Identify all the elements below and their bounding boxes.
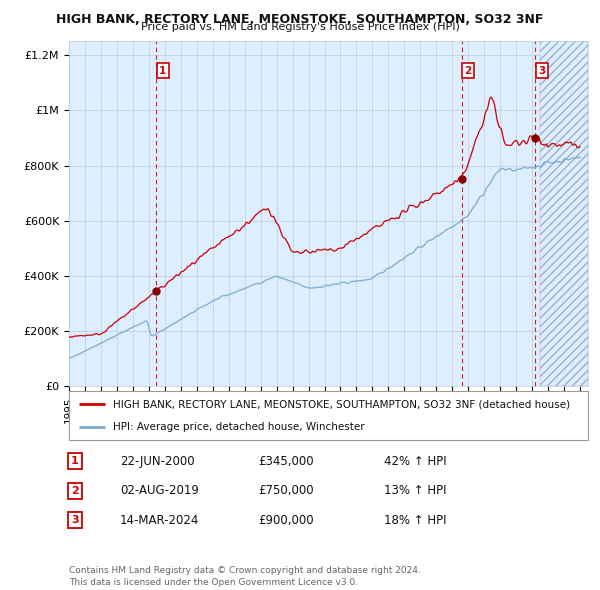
Text: 1: 1 xyxy=(159,65,166,76)
Text: Contains HM Land Registry data © Crown copyright and database right 2024.
This d: Contains HM Land Registry data © Crown c… xyxy=(69,566,421,587)
Text: 13% ↑ HPI: 13% ↑ HPI xyxy=(384,484,446,497)
Text: HIGH BANK, RECTORY LANE, MEONSTOKE, SOUTHAMPTON, SO32 3NF (detached house): HIGH BANK, RECTORY LANE, MEONSTOKE, SOUT… xyxy=(113,399,570,409)
Text: £345,000: £345,000 xyxy=(258,455,314,468)
Text: 14-MAR-2024: 14-MAR-2024 xyxy=(120,514,199,527)
Text: HPI: Average price, detached house, Winchester: HPI: Average price, detached house, Winc… xyxy=(113,422,365,432)
Text: £750,000: £750,000 xyxy=(258,484,314,497)
Text: 22-JUN-2000: 22-JUN-2000 xyxy=(120,455,194,468)
Text: 1: 1 xyxy=(71,457,79,466)
FancyBboxPatch shape xyxy=(69,391,588,440)
Text: 42% ↑ HPI: 42% ↑ HPI xyxy=(384,455,446,468)
Text: 2: 2 xyxy=(71,486,79,496)
Text: £900,000: £900,000 xyxy=(258,514,314,527)
Text: 3: 3 xyxy=(71,516,79,525)
Text: Price paid vs. HM Land Registry's House Price Index (HPI): Price paid vs. HM Land Registry's House … xyxy=(140,22,460,32)
Text: 3: 3 xyxy=(538,65,545,76)
Text: HIGH BANK, RECTORY LANE, MEONSTOKE, SOUTHAMPTON, SO32 3NF: HIGH BANK, RECTORY LANE, MEONSTOKE, SOUT… xyxy=(56,13,544,26)
Text: 02-AUG-2019: 02-AUG-2019 xyxy=(120,484,199,497)
Text: 18% ↑ HPI: 18% ↑ HPI xyxy=(384,514,446,527)
Text: 2: 2 xyxy=(464,65,472,76)
